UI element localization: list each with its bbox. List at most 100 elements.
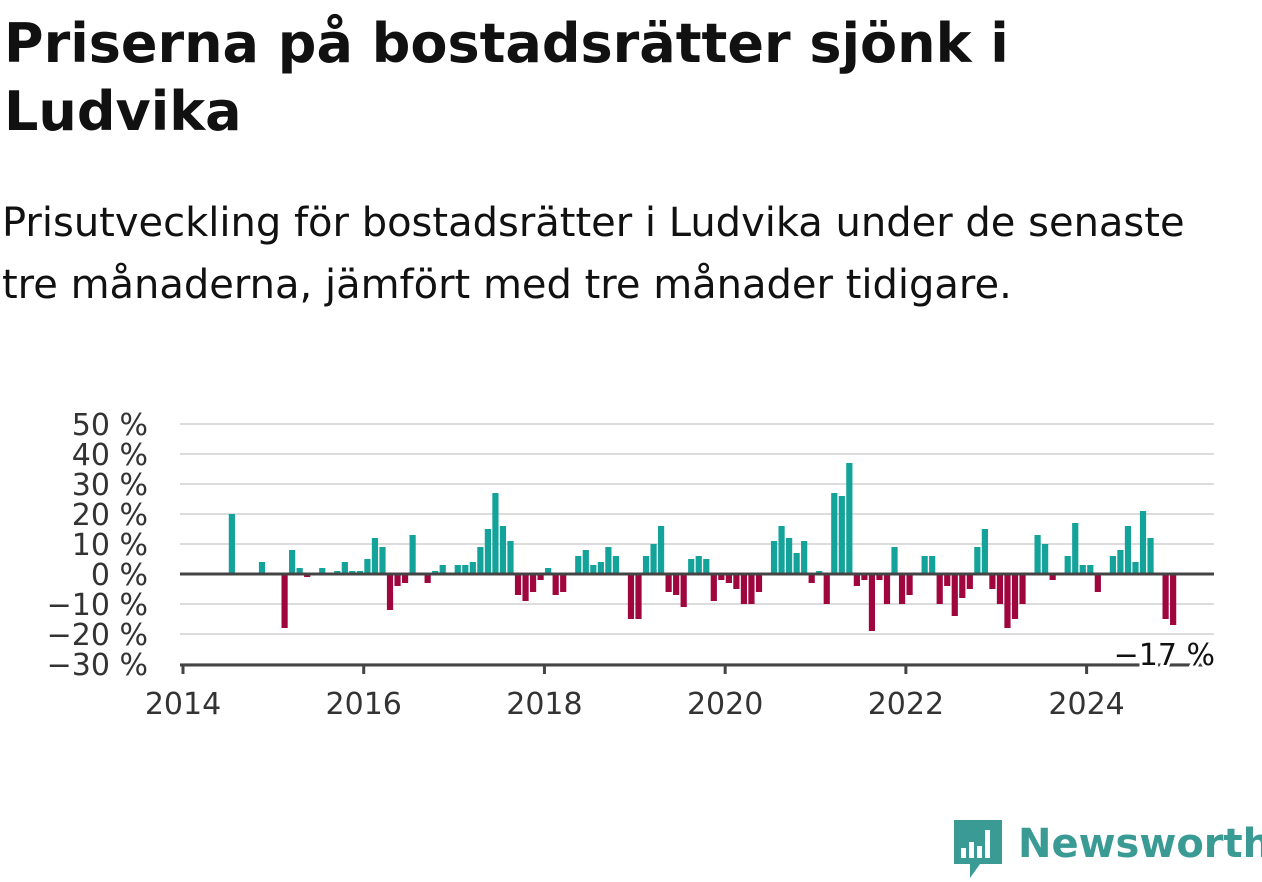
y-tick-label: 40 % (72, 438, 148, 473)
bar (296, 568, 303, 574)
bar (1087, 565, 1094, 574)
bar (853, 574, 860, 586)
bar (838, 496, 845, 574)
bar (537, 574, 544, 580)
data-labels: −17 % (1111, 635, 1218, 676)
last-value-label: −17 % (1114, 638, 1215, 673)
bar (522, 574, 529, 601)
bar (876, 574, 883, 580)
y-axis-ticks: 50 %40 %30 %20 %10 %0 %−10 %−20 %−30 % (47, 408, 148, 683)
x-tick-label: 2020 (687, 687, 763, 722)
bar (379, 547, 386, 574)
bar (1064, 556, 1071, 574)
brand-name: Newsworthy (1018, 821, 1262, 867)
bar (394, 574, 401, 586)
bar (1162, 574, 1169, 619)
bar (560, 574, 567, 592)
bar (1170, 574, 1177, 625)
bar (1011, 574, 1019, 619)
bar (944, 574, 951, 586)
bar (258, 562, 266, 574)
x-tick-label: 2014 (145, 687, 221, 722)
bar (364, 559, 371, 574)
bar (401, 574, 409, 583)
bar (477, 547, 484, 574)
x-tick-label: 2024 (1048, 687, 1124, 722)
bar (996, 574, 1004, 604)
bar (974, 547, 981, 574)
bar (605, 547, 612, 574)
bar (454, 565, 461, 574)
newsworthy-logo-icon (954, 820, 1002, 878)
bar (703, 559, 710, 574)
bar (786, 538, 793, 574)
bar (386, 574, 394, 610)
bar-chart: 50 %40 %30 %20 %10 %0 %−10 %−20 %−30 % 2… (47, 408, 1218, 722)
bar (1117, 550, 1124, 574)
bar (680, 574, 687, 607)
gridlines (180, 423, 1214, 665)
bar (439, 565, 446, 574)
bar (959, 574, 966, 598)
bar (801, 541, 808, 574)
bar (808, 574, 815, 583)
bar (710, 574, 717, 601)
y-tick-label: −20 % (47, 618, 148, 653)
bar (424, 574, 431, 583)
x-tick-label: 2018 (506, 687, 582, 722)
bar (635, 574, 642, 619)
bar (552, 574, 559, 595)
bar (868, 574, 876, 631)
bar (718, 574, 725, 580)
bar (597, 562, 604, 574)
bar (898, 574, 906, 604)
y-tick-label: −10 % (47, 588, 148, 623)
bar (748, 574, 755, 604)
x-tick-label: 2022 (868, 687, 944, 722)
bar (733, 574, 740, 589)
bar (469, 562, 476, 574)
bar (695, 556, 702, 574)
bar (1042, 544, 1049, 574)
bar (936, 574, 943, 604)
bar (1124, 526, 1132, 574)
bar (462, 565, 469, 574)
bar (657, 526, 665, 574)
bar (688, 559, 695, 574)
y-tick-label: 50 % (72, 408, 148, 443)
y-tick-label: −30 % (47, 648, 148, 683)
bar (1004, 574, 1011, 628)
bar (484, 529, 491, 574)
bar (575, 556, 582, 574)
bar (1094, 574, 1101, 592)
bar (319, 568, 326, 574)
bars (180, 463, 1214, 631)
bar (650, 544, 657, 574)
y-tick-label: 20 % (72, 498, 148, 533)
bar (1034, 535, 1041, 574)
bar (582, 550, 589, 574)
bar (1147, 538, 1154, 574)
bar (1049, 574, 1056, 580)
bar (966, 574, 973, 589)
bar (831, 493, 838, 574)
bar (1139, 511, 1147, 574)
bar (725, 574, 732, 583)
bar (883, 574, 891, 604)
bar (1132, 562, 1139, 574)
y-tick-label: 0 % (91, 558, 148, 593)
bar (891, 547, 898, 574)
bar (755, 574, 763, 592)
bar (507, 541, 514, 574)
x-tick-label: 2016 (326, 687, 402, 722)
bar (499, 526, 507, 574)
bar (778, 526, 785, 574)
bar (951, 574, 958, 616)
bar (823, 574, 830, 604)
bar (642, 556, 650, 574)
bar (289, 550, 296, 574)
bar (1079, 565, 1086, 574)
bar (492, 493, 499, 574)
bar (612, 556, 620, 574)
bar (906, 574, 913, 595)
